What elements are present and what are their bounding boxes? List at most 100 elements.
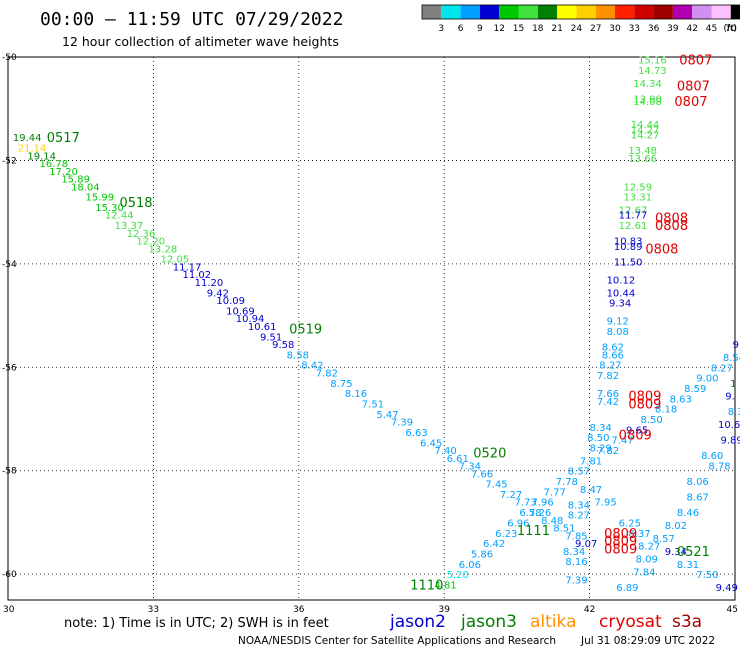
colorbar-swatch — [422, 5, 442, 19]
wave-height-label: 8.02 — [665, 521, 687, 532]
wave-height-label: 8.48 — [541, 516, 563, 527]
wave-height-label: 7.34 — [459, 462, 481, 473]
wave-height-label: 10.09 — [216, 296, 245, 307]
wave-height-label: 6.58 — [519, 508, 541, 519]
wave-height-label: 8.3 — [728, 407, 740, 418]
wave-height-label: 14.34 — [633, 79, 662, 90]
wave-height-label: 5.47 — [376, 410, 398, 421]
wave-height-label: 8.59 — [684, 384, 706, 395]
wave-height-label: 8.58 — [287, 350, 309, 361]
pass-time-tag: 0518 — [119, 196, 152, 211]
wave-height-label: 7.84 — [633, 568, 655, 579]
wave-height-label: 12.20 — [136, 237, 165, 248]
wave-height-label: 8.37 — [628, 529, 650, 540]
wave-height-label: 11.17 — [173, 262, 202, 273]
wave-height-label: 10.89 — [614, 242, 643, 253]
wave-height-label: 7.42 — [597, 397, 619, 408]
wave-height-label: 9.42 — [207, 288, 229, 299]
colorbar-tick-label: 3 — [438, 24, 444, 34]
wave-height-label: 7.66 — [597, 389, 619, 400]
colorbar-swatch — [653, 5, 673, 19]
colorbar-tick-label: 36 — [648, 24, 660, 34]
colorbar-tick-label: 15 — [513, 24, 524, 34]
wave-height-label: 6.63 — [405, 428, 427, 439]
wave-height-label: 7.66 — [471, 469, 493, 480]
wave-height-label: 12.44 — [105, 211, 134, 222]
map-title: 00:00 – 11:59 UTC 07/29/2022 — [40, 9, 343, 30]
wave-height-label: 10.61 — [248, 322, 277, 333]
wave-height-label: 7.81 — [580, 456, 602, 467]
wave-height-label: 17.20 — [49, 167, 78, 178]
wave-height-label: 8.75 — [330, 379, 352, 390]
wave-height-label: 7.82 — [316, 368, 338, 379]
wave-height-label: 10.63 — [718, 420, 740, 431]
colorbar-tick-label: 30 — [609, 24, 621, 34]
wave-height-label: 7.82 — [597, 446, 619, 457]
wave-height-label: 10.12 — [607, 275, 636, 286]
wave-height-label: 7.78 — [556, 477, 578, 488]
satellite-legend: jason2 jason3 altika cryosat s3a — [389, 612, 702, 632]
wave-height-label: 8.67 — [687, 493, 709, 504]
wave-height-label: 8.66 — [602, 350, 624, 361]
pass-time-tag: 0807 — [677, 79, 710, 94]
colorbar-swatch — [460, 5, 480, 19]
wave-height-label: 15.30 — [95, 203, 124, 214]
satellite-legend-s3a: s3a — [672, 612, 702, 632]
lat-tick-label: -52 — [2, 156, 17, 166]
pass-time-tag: 0808 — [645, 242, 678, 257]
wave-height-label: 10.69 — [226, 306, 255, 317]
wave-height-label: 6.06 — [459, 560, 481, 571]
wave-height-label: 5.20 — [447, 570, 469, 581]
lat-tick-label: -56 — [2, 363, 17, 373]
wave-height-label: 7.45 — [485, 480, 507, 491]
colorbar-tick-label: 12 — [493, 24, 504, 34]
colorbar-swatch — [537, 5, 558, 19]
satellite-legend-jason3: jason3 — [460, 612, 517, 632]
pass-time-tag: 0809 — [604, 542, 637, 557]
wave-height-label: 7.51 — [362, 399, 384, 410]
wave-height-label: 13.90 — [633, 94, 662, 105]
wave-height-label: 8.34 — [563, 547, 585, 558]
wave-height-label: 9.00 — [696, 374, 718, 385]
pass-time-tag: 0809 — [628, 390, 661, 405]
wave-height-label: 11.20 — [195, 278, 224, 289]
wave-height-label: 7.39 — [565, 575, 587, 586]
wave-height-label: 9.58 — [272, 340, 294, 351]
wave-height-label: 8.50 — [640, 415, 662, 426]
wave-height-label: 4.81 — [435, 580, 457, 591]
wave-height-label: 8.27 — [711, 363, 733, 374]
lat-tick-label: -50 — [2, 53, 17, 63]
pass-time-tag: 0521 — [677, 545, 710, 560]
colorbar-swatch — [672, 5, 693, 19]
wave-height-label: 14.27 — [631, 125, 660, 136]
wave-height-label: 8.16 — [565, 557, 587, 568]
wave-height-label: 19.44 — [13, 133, 42, 144]
wave-height-label: 7.77 — [544, 487, 566, 498]
footer-note: note: 1) Time is in UTC; 2) SWH is in fe… — [64, 616, 329, 631]
colorbar-unit: (ft) — [723, 24, 737, 34]
colorbar-tick-label: 45 — [706, 24, 717, 34]
wave-height-label: 6.96 — [507, 518, 529, 529]
colorbar-swatch — [576, 5, 596, 19]
lon-tick-label: 33 — [148, 605, 159, 615]
wave-height-label: 11.50 — [614, 257, 643, 268]
wave-height-label: 7.95 — [594, 498, 616, 509]
wave-height-label: 9.51 — [260, 332, 282, 343]
wave-height-label: 8.50 — [587, 433, 609, 444]
wave-height-label: 13.48 — [628, 146, 657, 157]
wave-height-label: 9 — [733, 340, 739, 351]
pass-time-tag: 0807 — [674, 95, 707, 110]
pass-time-tag: 0519 — [289, 323, 322, 338]
wave-height-label: 13.31 — [624, 193, 653, 204]
colorbar-tick-label: 39 — [667, 24, 679, 34]
colorbar-swatch — [479, 5, 500, 19]
wave-height-label: 8.62 — [602, 343, 624, 354]
colorbar-tick-label: 70 — [725, 24, 737, 34]
wave-height-label: 9.49 — [716, 583, 738, 594]
wave-height-label: 7.96 — [531, 498, 553, 509]
wave-height-label: 7.26 — [529, 508, 551, 519]
wave-height-label: 21.14 — [18, 144, 47, 155]
wave-height-label: 7.39 — [391, 418, 413, 429]
satellite-legend-altika: altika — [530, 612, 577, 632]
